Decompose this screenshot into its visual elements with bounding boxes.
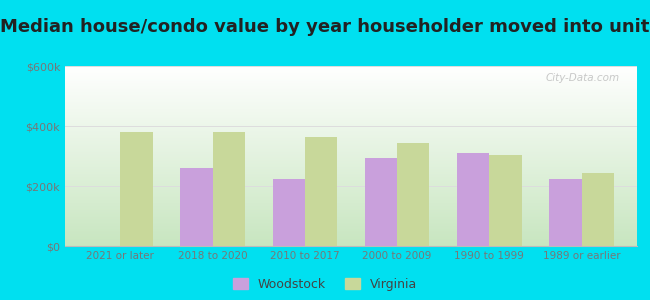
Text: Median house/condo value by year householder moved into unit: Median house/condo value by year househo… (0, 18, 650, 36)
Bar (180, 168, 213, 246)
Bar (457, 153, 489, 246)
Bar (272, 178, 305, 246)
Bar (489, 154, 522, 246)
Bar (120, 132, 153, 246)
Legend: Woodstock, Virginia: Woodstock, Virginia (233, 278, 417, 291)
Bar (305, 136, 337, 246)
Bar (365, 158, 397, 246)
Bar (549, 178, 582, 246)
Text: City-Data.com: City-Data.com (546, 73, 620, 83)
Bar (397, 142, 430, 246)
Bar (213, 132, 245, 246)
Bar (582, 172, 614, 246)
